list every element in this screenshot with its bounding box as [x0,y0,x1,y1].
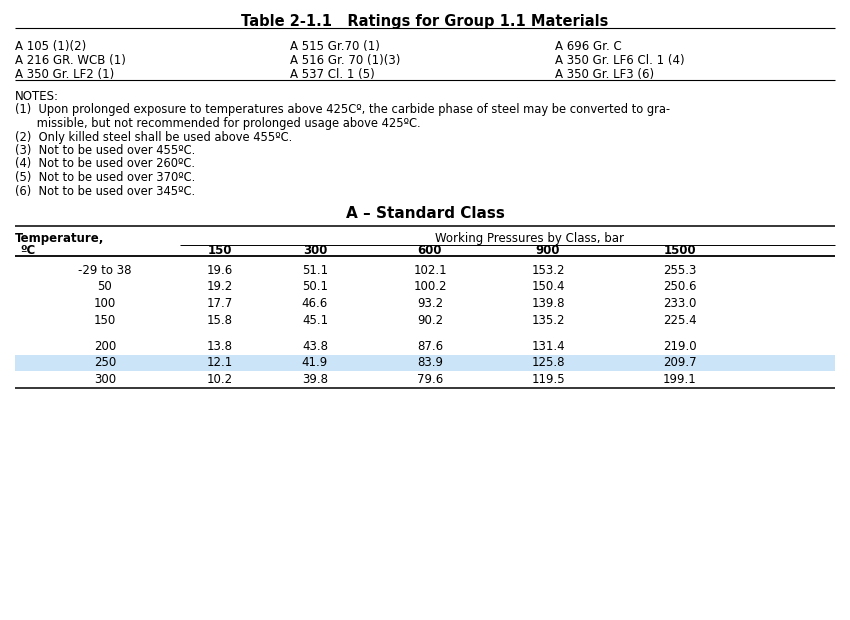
Text: 43.8: 43.8 [302,340,328,353]
Text: A – Standard Class: A – Standard Class [346,206,504,221]
Text: A 696 Gr. C: A 696 Gr. C [555,40,621,53]
Text: 39.8: 39.8 [302,373,328,386]
Text: 250: 250 [94,356,116,370]
Text: NOTES:: NOTES: [15,90,59,103]
Text: 90.2: 90.2 [417,314,443,327]
Text: 219.0: 219.0 [663,340,697,353]
Text: (6)  Not to be used over 345ºC.: (6) Not to be used over 345ºC. [15,185,196,198]
Text: 150: 150 [207,244,232,257]
Text: 87.6: 87.6 [417,340,443,353]
Text: A 350 Gr. LF2 (1): A 350 Gr. LF2 (1) [15,68,114,81]
Text: Table 2-1.1   Ratings for Group 1.1 Materials: Table 2-1.1 Ratings for Group 1.1 Materi… [241,14,609,29]
Text: 255.3: 255.3 [663,264,697,277]
Text: 79.6: 79.6 [416,373,443,386]
Text: 135.2: 135.2 [531,314,564,327]
Text: A 350 Gr. LF6 Cl. 1 (4): A 350 Gr. LF6 Cl. 1 (4) [555,54,684,67]
Text: (2)  Only killed steel shall be used above 455ºC.: (2) Only killed steel shall be used abov… [15,130,292,143]
Text: 45.1: 45.1 [302,314,328,327]
Text: ºC: ºC [20,244,35,257]
Text: 600: 600 [417,244,442,257]
Text: 50: 50 [98,280,112,293]
Bar [15,355,835,371]
Text: (3)  Not to be used over 455ºC.: (3) Not to be used over 455ºC. [15,144,196,157]
Text: 17.7: 17.7 [207,297,233,310]
Text: 250.6: 250.6 [663,280,697,293]
Text: Temperature,: Temperature, [15,232,105,245]
Text: (1)  Upon prolonged exposure to temperatures above 425Cº, the carbide phase of s: (1) Upon prolonged exposure to temperatu… [15,104,670,117]
Text: 100: 100 [94,297,116,310]
Text: 131.4: 131.4 [531,340,564,353]
Text: 900: 900 [536,244,560,257]
Text: 41.9: 41.9 [302,356,328,370]
Text: 13.8: 13.8 [207,340,233,353]
Text: 46.6: 46.6 [302,297,328,310]
Text: A 515 Gr.70 (1): A 515 Gr.70 (1) [290,40,380,53]
Text: 50.1: 50.1 [302,280,328,293]
Text: 19.2: 19.2 [207,280,233,293]
Text: 100.2: 100.2 [413,280,447,293]
Text: 93.2: 93.2 [417,297,443,310]
Text: (4)  Not to be used over 260ºC.: (4) Not to be used over 260ºC. [15,157,195,170]
Text: 12.1: 12.1 [207,356,233,370]
Text: Working Pressures by Class, bar: Working Pressures by Class, bar [435,232,625,245]
Text: 19.6: 19.6 [207,264,233,277]
Text: -29 to 38: -29 to 38 [78,264,132,277]
Text: 153.2: 153.2 [531,264,564,277]
Text: (5)  Not to be used over 370ºC.: (5) Not to be used over 370ºC. [15,171,196,184]
Text: 150.4: 150.4 [531,280,564,293]
Text: 300: 300 [94,373,116,386]
Text: A 537 Cl. 1 (5): A 537 Cl. 1 (5) [290,68,375,81]
Text: 125.8: 125.8 [531,356,564,370]
Text: A 216 GR. WCB (1): A 216 GR. WCB (1) [15,54,126,67]
Text: 83.9: 83.9 [417,356,443,370]
Text: missible, but not recommended for prolonged usage above 425ºC.: missible, but not recommended for prolon… [15,117,421,130]
Text: 199.1: 199.1 [663,373,697,386]
Text: 1500: 1500 [664,244,696,257]
Text: 233.0: 233.0 [663,297,697,310]
Text: 119.5: 119.5 [531,373,564,386]
Text: A 350 Gr. LF3 (6): A 350 Gr. LF3 (6) [555,68,654,81]
Text: 15.8: 15.8 [207,314,233,327]
Text: 51.1: 51.1 [302,264,328,277]
Text: 200: 200 [94,340,116,353]
Text: A 105 (1)(2): A 105 (1)(2) [15,40,86,53]
Text: 225.4: 225.4 [663,314,697,327]
Text: 102.1: 102.1 [413,264,447,277]
Text: 10.2: 10.2 [207,373,233,386]
Text: A 516 Gr. 70 (1)(3): A 516 Gr. 70 (1)(3) [290,54,400,67]
Text: 150: 150 [94,314,116,327]
Text: 139.8: 139.8 [531,297,564,310]
Text: 209.7: 209.7 [663,356,697,370]
Text: 300: 300 [303,244,327,257]
